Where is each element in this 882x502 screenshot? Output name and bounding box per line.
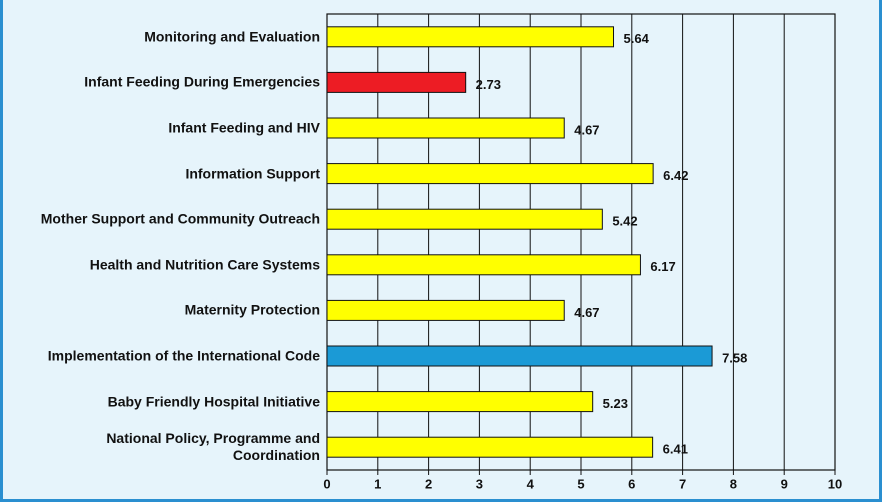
category-label: Infant Feeding During Emergencies xyxy=(84,73,320,90)
x-tick-label: 2 xyxy=(425,476,432,491)
value-label: 6.42 xyxy=(663,168,688,183)
x-tick-label: 6 xyxy=(628,476,635,491)
value-label: 5.64 xyxy=(624,31,650,46)
category-label: Implementation of the International Code xyxy=(47,347,320,364)
category-label: National Policy, Programme and Coordinat… xyxy=(106,430,320,464)
value-label: 7.58 xyxy=(722,350,747,365)
value-label: 4.67 xyxy=(574,122,599,137)
x-tick-label: 8 xyxy=(730,476,737,491)
category-label: Mother Support and Community Outreach xyxy=(40,210,320,227)
category-label: Health and Nutrition Care Systems xyxy=(89,256,320,273)
bar xyxy=(326,391,594,413)
value-label: 5.23 xyxy=(603,396,628,411)
bar xyxy=(326,254,641,276)
bar xyxy=(326,299,565,321)
x-tick-label: 5 xyxy=(577,476,584,491)
x-tick-label: 3 xyxy=(476,476,483,491)
value-label: 6.41 xyxy=(663,442,688,457)
bar xyxy=(326,71,467,93)
value-label: 4.67 xyxy=(574,305,599,320)
bar xyxy=(326,436,654,458)
value-label: 6.17 xyxy=(650,259,675,274)
bar xyxy=(326,117,565,139)
bar xyxy=(326,26,615,48)
x-tick-label: 7 xyxy=(679,476,686,491)
chart: 0 1 2 3 4 5 6 7 8 9 10 5.64 2.73 4.67 6.42 5.42 6.17 4.67… xyxy=(323,13,842,491)
x-tick-label: 0 xyxy=(323,476,330,491)
value-label: 2.73 xyxy=(476,77,501,92)
category-label: Infant Feeding and HIV xyxy=(168,119,320,136)
category-label: Baby Friendly Hospital Initiative xyxy=(107,393,320,410)
category-label: Maternity Protection xyxy=(184,301,320,318)
bar xyxy=(326,345,713,367)
value-label: 5.42 xyxy=(612,214,637,229)
x-tick-label: 10 xyxy=(828,476,842,491)
x-tick-label: 4 xyxy=(527,476,535,491)
x-tick-label: 9 xyxy=(781,476,788,491)
bar xyxy=(326,208,603,230)
x-tick-label: 1 xyxy=(374,476,381,491)
bar xyxy=(326,163,654,185)
category-label: Information Support xyxy=(185,165,320,182)
category-label: Monitoring and Evaluation xyxy=(144,28,320,45)
